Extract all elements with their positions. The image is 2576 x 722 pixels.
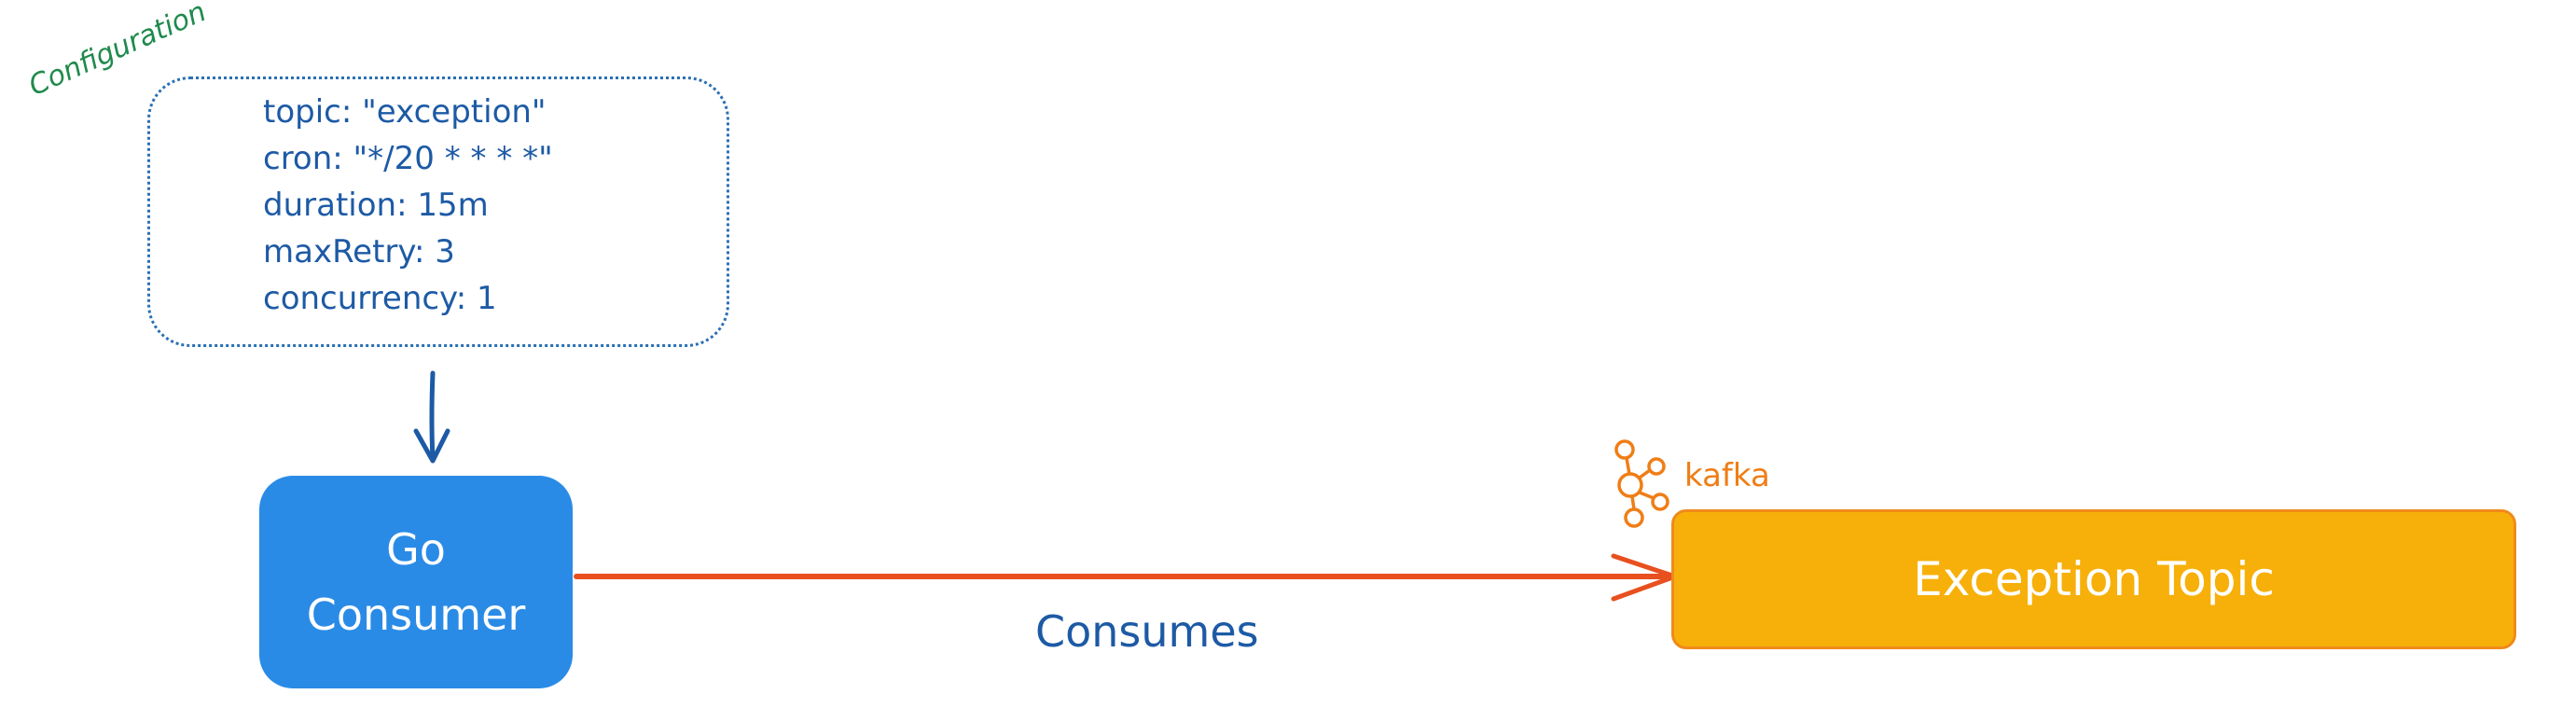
config-line-maxretry: maxRetry: 3	[263, 233, 455, 271]
config-line-cron: cron: "*/20 * * * *"	[263, 140, 553, 177]
config-arrowhead	[413, 428, 450, 464]
consumes-edge-label: Consumes	[1035, 606, 1259, 657]
exception-topic-node: Exception Topic	[1671, 509, 2516, 649]
go-consumer-node: Go Consumer	[259, 476, 573, 688]
config-line-concurrency: concurrency: 1	[263, 280, 497, 317]
go-consumer-label-line1: Go	[386, 524, 446, 575]
exception-topic-label: Exception Topic	[1913, 552, 2275, 606]
config-line-duration: duration: 15m	[263, 187, 489, 224]
config-line-topic: topic: "exception"	[263, 93, 547, 131]
go-consumer-label-line2: Consumer	[306, 590, 526, 640]
kafka-label: kafka	[1684, 457, 1770, 494]
kafka-icon	[1614, 439, 1669, 528]
configuration-box	[147, 76, 729, 347]
config-to-consumer-arrow	[429, 370, 436, 462]
